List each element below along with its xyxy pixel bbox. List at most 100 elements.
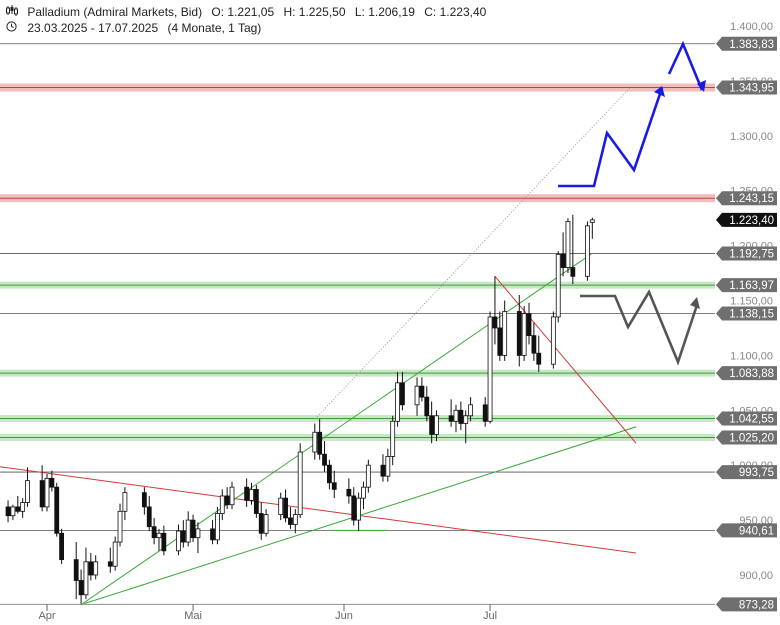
candle-body [317, 431, 323, 455]
level-label: 940,61 [739, 525, 774, 537]
candle-body [44, 477, 50, 508]
level-label-bg [716, 523, 777, 538]
level-label-bg [716, 366, 777, 381]
y-tick-label: 900,00 [739, 570, 773, 582]
instrument-name: Palladium (Admiral Markets, Bid) [27, 5, 203, 19]
candle-body [83, 561, 89, 596]
candle-body [346, 488, 352, 497]
candle-body [249, 488, 254, 501]
candle-body [141, 492, 147, 508]
projection-layer [558, 40, 706, 366]
candle-body [73, 559, 79, 581]
candle-body [151, 526, 157, 539]
candle-body [424, 396, 430, 417]
candle-body [190, 519, 196, 539]
level-label-bg [716, 430, 777, 445]
y-tick-label: 1.100,00 [730, 350, 773, 362]
candle-body [565, 221, 571, 268]
candle-body [93, 561, 99, 576]
candle-body [59, 532, 65, 561]
candle-body [195, 528, 201, 539]
candle-body [278, 497, 284, 516]
x-tick-label: Jun [335, 610, 353, 622]
level-label-bg [716, 36, 777, 51]
level-label: 1.042,55 [729, 413, 774, 425]
candle-body [550, 316, 556, 365]
level-label: 1.025,20 [729, 433, 774, 445]
candle-body [414, 385, 420, 406]
candle-body [482, 404, 488, 422]
candle-body [15, 506, 21, 512]
candle-body [419, 385, 425, 398]
x-tick-label: Mai [184, 610, 202, 622]
open-value: O: 1.221,05 [211, 5, 275, 19]
candle-body [560, 253, 566, 268]
level-label-bg [716, 306, 777, 321]
candle-body [122, 492, 128, 512]
trendline-uptrend-1 [80, 252, 593, 606]
candle-body [161, 532, 167, 552]
zone-layer [0, 83, 715, 442]
trendline-dotted-channel [314, 86, 632, 420]
candle-body [453, 409, 459, 422]
candle-body [297, 451, 303, 516]
candle-body [585, 225, 590, 277]
y-tick-label: 1.300,00 [730, 131, 773, 143]
level-labels: 1.383,83 1.343,95 1.243,15 1.192,75 1.163,97… [716, 36, 777, 612]
candle-body [215, 513, 220, 541]
x-axis: Apr Mai Jun Jul [0, 603, 715, 622]
chart-header: Palladium (Admiral Markets, Bid) O: 1.22… [6, 5, 492, 19]
candle-body [555, 253, 561, 318]
low-value: L: 1.206,19 [354, 5, 415, 19]
alt-projection-path [580, 289, 699, 366]
y-axis: 1.400,001.350,001.300,001.250,001.200,00… [730, 21, 773, 582]
level-label-bg [716, 597, 777, 612]
candle-body [146, 506, 152, 528]
level-label: 1.083,88 [729, 368, 774, 380]
clock-icon [6, 21, 18, 35]
candle-body [497, 327, 503, 356]
candle-body [521, 313, 527, 356]
candle-body [292, 514, 298, 525]
candle-body [112, 541, 118, 567]
candle-body [365, 464, 371, 488]
candle-body [322, 453, 327, 466]
candle-body [448, 415, 454, 422]
candle-body [395, 382, 400, 422]
candle-body [380, 464, 386, 477]
bull-projection-top [667, 40, 704, 91]
candle-body [463, 415, 469, 424]
level-label-bg [716, 246, 777, 261]
candle-body [400, 382, 405, 406]
x-tick-label: Apr [38, 610, 55, 622]
level-label: 993,75 [739, 467, 774, 479]
candle-body [312, 431, 318, 453]
candle-body [434, 415, 439, 435]
bull-arrow-head [654, 86, 665, 97]
candle-body [54, 486, 60, 534]
candle-body [20, 502, 26, 512]
level-label: 1.163,97 [729, 280, 774, 292]
level-label-bg [716, 465, 777, 480]
bull-arrow-head-2 [697, 80, 706, 92]
candle-body [117, 510, 123, 543]
candle-body [180, 530, 186, 543]
level-label: 1.243,15 [729, 193, 774, 205]
trendline-downtrend-1 [0, 466, 637, 554]
candle-body [283, 497, 288, 519]
candle-body [258, 513, 264, 534]
candle-body [570, 267, 576, 277]
candle-body [288, 517, 293, 525]
level-label: 1.343,95 [729, 83, 774, 95]
candle-body [156, 532, 162, 539]
current-price-label-bg [716, 212, 777, 227]
bull-projection-path [558, 87, 664, 188]
candle-body [429, 415, 435, 435]
candle-body [356, 497, 362, 521]
candle-body [458, 409, 464, 424]
date-range: 23.03.2025 - 17.07.2025 [27, 21, 159, 35]
candle-body [10, 506, 16, 517]
candle-body [331, 482, 337, 490]
level-label: 1.192,75 [729, 249, 774, 261]
